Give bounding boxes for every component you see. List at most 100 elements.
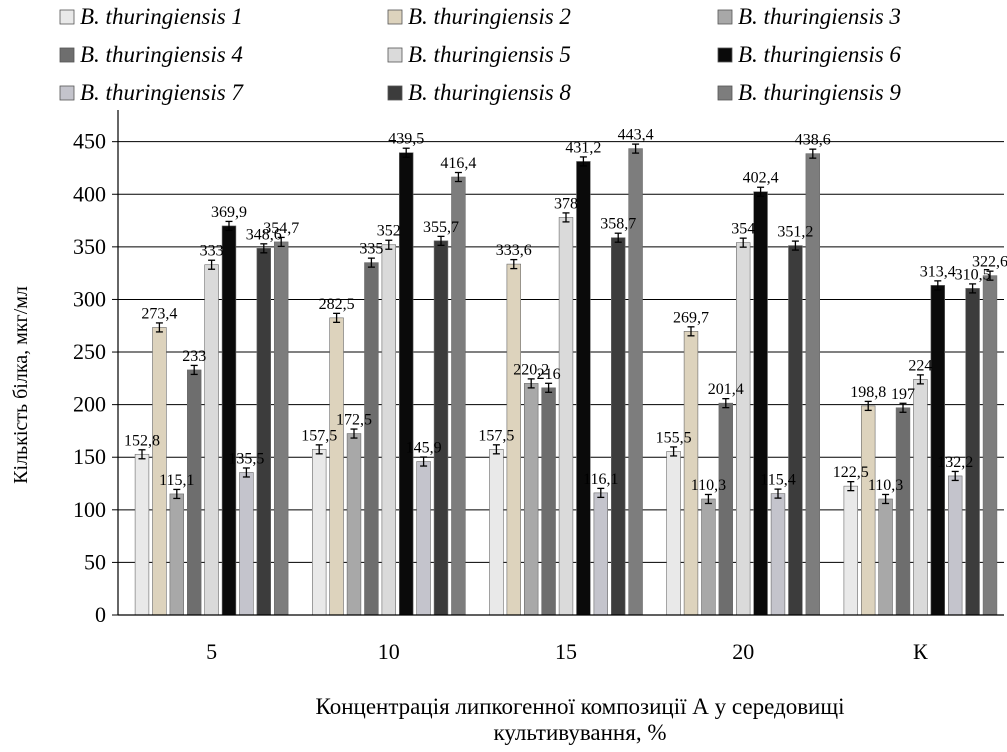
bar-s5-5 — [204, 264, 219, 616]
error-bar-s8-К — [969, 283, 977, 294]
data-label-s2-10: 282,5 — [319, 296, 355, 313]
y-tick-label-150: 150 — [73, 444, 106, 469]
data-label-s9-15: 443,4 — [618, 127, 654, 144]
bar-s5-15 — [558, 217, 574, 616]
bar-s8-10 — [433, 240, 449, 616]
bar-s7-К — [947, 475, 963, 616]
legend-label-9: B. thuringiensis 9 — [738, 80, 901, 105]
error-bar-s2-20 — [687, 326, 695, 337]
data-label-s6-15: 431,2 — [565, 139, 601, 156]
bar-s3-20 — [701, 498, 716, 616]
bar-s5-10 — [381, 244, 396, 616]
bar-s8-20 — [788, 245, 803, 616]
error-bar-s9-20 — [809, 148, 817, 159]
bar-s6-15 — [576, 161, 591, 616]
bar-s6-10 — [398, 152, 414, 616]
data-label-s4-15: 216 — [537, 366, 561, 383]
bar-s1-5 — [134, 453, 150, 616]
bar-s2-20 — [683, 331, 699, 616]
data-label-s7-5: 135,5 — [228, 450, 264, 467]
legend-swatch-3 — [717, 9, 733, 25]
bar-s1-15 — [489, 449, 504, 616]
data-label-s3-20: 110,3 — [691, 477, 726, 494]
error-bar-s7-15 — [597, 487, 605, 499]
legend-swatch-6 — [717, 47, 733, 63]
data-label-s1-20: 155,5 — [656, 429, 692, 446]
x-tick-label-15: 15 — [555, 639, 577, 664]
data-label-s4-20: 201,4 — [708, 381, 744, 398]
error-bar-s5-20 — [739, 237, 747, 248]
error-bar-s8-10 — [437, 235, 445, 247]
data-label-s8-К: 310,5 — [955, 266, 991, 283]
bar-s9-К — [982, 275, 998, 616]
error-bar-s1-5 — [138, 449, 146, 460]
data-label-s5-15: 378 — [554, 195, 578, 212]
legend-label-5: B. thuringiensis 5 — [408, 42, 571, 67]
x-tick-label-10: 10 — [378, 639, 400, 664]
data-label-s6-10: 439,5 — [388, 131, 424, 148]
error-bar-s2-10 — [333, 312, 341, 324]
data-label-s1-10: 157,5 — [301, 427, 337, 444]
error-bar-s8-20 — [791, 240, 799, 251]
data-label-s5-20: 354 — [731, 221, 755, 238]
bar-s9-10 — [451, 176, 466, 616]
error-bar-s2-15 — [510, 258, 518, 270]
y-tick-label-100: 100 — [73, 497, 106, 522]
data-label-s9-К: 322,6 — [972, 254, 1007, 271]
bar-s7-5 — [239, 472, 254, 616]
y-tick-label-200: 200 — [73, 392, 106, 417]
bar-s2-К — [860, 405, 876, 616]
bar-s8-15 — [610, 237, 626, 616]
error-bar-s8-5 — [260, 243, 268, 254]
data-label-s9-5: 354,7 — [263, 220, 299, 237]
data-label-s4-К: 197 — [891, 386, 915, 403]
bar-s8-К — [965, 288, 980, 616]
legend-label-6: B. thuringiensis 6 — [738, 42, 901, 67]
error-bar-s6-15 — [579, 156, 587, 167]
error-bar-s3-К — [882, 493, 890, 505]
error-bar-s4-К — [899, 402, 907, 413]
error-bar-s6-5 — [225, 220, 233, 232]
error-bar-s8-15 — [614, 232, 622, 243]
legend-label-1: B. thuringiensis 1 — [80, 4, 243, 29]
bar-s4-10 — [364, 262, 379, 616]
bar-s3-5 — [169, 493, 184, 616]
y-tick-label-350: 350 — [73, 234, 106, 259]
data-label-s8-20: 351,2 — [777, 224, 813, 241]
y-tick-label-0: 0 — [95, 602, 106, 627]
data-label-s5-10: 352 — [377, 223, 401, 240]
bar-s5-К — [913, 379, 928, 616]
bar-s6-5 — [221, 225, 237, 616]
bar-s4-К — [895, 407, 911, 616]
data-label-s3-К: 110,3 — [868, 477, 903, 494]
bar-s6-20 — [753, 191, 768, 616]
error-bar-s1-15 — [492, 444, 500, 455]
data-label-s1-К: 122,5 — [833, 464, 869, 481]
data-label-s7-15: 116,1 — [583, 471, 618, 488]
error-bar-s3-5 — [173, 488, 181, 500]
legend-swatch-9 — [717, 85, 733, 101]
error-bar-s5-5 — [208, 259, 216, 270]
bar-s2-10 — [329, 317, 344, 616]
x-tick-label-20: 20 — [732, 639, 754, 664]
bar-s1-20 — [666, 451, 681, 616]
error-bar-s9-10 — [454, 171, 462, 183]
bar-s5-20 — [735, 242, 751, 616]
error-bar-s9-К — [986, 270, 994, 281]
legend-label-3: B. thuringiensis 3 — [738, 4, 901, 29]
legend-label-4: B. thuringiensis 4 — [80, 42, 243, 67]
legend-swatch-7 — [59, 85, 75, 101]
error-bar-s3-20 — [704, 493, 712, 505]
data-label-s4-10: 335 — [359, 241, 383, 258]
error-bar-s9-5 — [277, 236, 285, 248]
bar-s1-К — [843, 485, 859, 616]
legend-swatch-2 — [387, 9, 403, 25]
data-label-s5-5: 333 — [200, 243, 224, 260]
legend-swatch-4 — [59, 47, 75, 63]
legend-label-8: B. thuringiensis 8 — [408, 80, 571, 105]
error-bar-s7-10 — [420, 456, 428, 467]
bar-s6-К — [930, 285, 946, 616]
x-axis-title-line-1: Концентрація липкогенної композиції А у … — [315, 694, 845, 719]
